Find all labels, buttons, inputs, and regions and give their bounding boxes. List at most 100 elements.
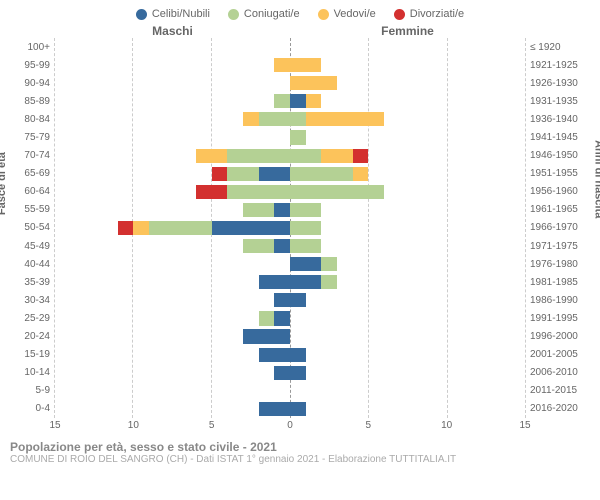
bar-segment <box>243 112 259 126</box>
female-bar <box>290 366 525 380</box>
bar-row <box>55 147 525 165</box>
age-tick: 100+ <box>0 38 50 56</box>
age-tick: 75-79 <box>0 128 50 146</box>
male-bar <box>55 384 290 398</box>
male-bar <box>55 76 290 90</box>
bar-segment <box>259 348 290 362</box>
birth-tick: 1981-1985 <box>530 273 600 291</box>
bar-row <box>55 309 525 327</box>
bar-row <box>55 92 525 110</box>
bar-segment <box>306 112 384 126</box>
bar-segment <box>290 239 321 253</box>
bar-segment <box>274 366 290 380</box>
x-tick: 0 <box>287 420 293 431</box>
bar-segment <box>290 167 353 181</box>
column-headers: Maschi Femmine <box>0 24 600 38</box>
birth-tick: 1991-1995 <box>530 309 600 327</box>
bar-row <box>55 74 525 92</box>
male-bar <box>55 366 290 380</box>
female-bar <box>290 402 525 416</box>
bar-segment <box>290 293 306 307</box>
bar-segment <box>290 275 321 289</box>
male-bar <box>55 329 290 343</box>
bar-segment <box>259 402 290 416</box>
bar-segment <box>290 366 306 380</box>
bar-row <box>55 38 525 56</box>
bar-segment <box>274 311 290 325</box>
age-tick: 50-54 <box>0 219 50 237</box>
bar-segment <box>290 221 321 235</box>
bar-segment <box>321 275 337 289</box>
bar-row <box>55 219 525 237</box>
age-tick: 40-44 <box>0 255 50 273</box>
bar-segment <box>290 130 306 144</box>
legend-item: Vedovi/e <box>318 8 376 20</box>
bar-segment <box>290 185 384 199</box>
bar-segment <box>274 58 290 72</box>
bar-segment <box>274 203 290 217</box>
female-bar <box>290 203 525 217</box>
bar-row <box>55 201 525 219</box>
birth-tick: 2006-2010 <box>530 364 600 382</box>
footer: Popolazione per età, sesso e stato civil… <box>0 434 600 465</box>
bar-segment <box>306 94 322 108</box>
bar-row <box>55 110 525 128</box>
male-bar <box>55 275 290 289</box>
birth-tick: 1921-1925 <box>530 56 600 74</box>
header-male: Maschi <box>55 24 290 38</box>
bar-segment <box>133 221 149 235</box>
bar-segment <box>353 167 369 181</box>
x-tick: 5 <box>209 420 215 431</box>
birth-tick: 1971-1975 <box>530 237 600 255</box>
bar-segment <box>243 203 274 217</box>
legend-label: Celibi/Nubili <box>152 8 210 20</box>
male-bar <box>55 58 290 72</box>
x-tick: 15 <box>519 420 530 431</box>
birth-tick: 1951-1955 <box>530 165 600 183</box>
legend-swatch <box>228 9 239 20</box>
bar-row <box>55 364 525 382</box>
chart-subtitle: COMUNE DI ROIO DEL SANGRO (CH) - Dati IS… <box>10 454 590 465</box>
grid-line <box>525 38 526 418</box>
legend-label: Vedovi/e <box>334 8 376 20</box>
bar-row <box>55 328 525 346</box>
female-bar <box>290 112 525 126</box>
female-bar <box>290 167 525 181</box>
bar-segment <box>227 149 290 163</box>
male-bar <box>55 402 290 416</box>
bar-segment <box>243 239 274 253</box>
birth-tick: 1996-2000 <box>530 328 600 346</box>
birth-tick: 2011-2015 <box>530 382 600 400</box>
header-female: Femmine <box>290 24 525 38</box>
female-bar <box>290 257 525 271</box>
female-bar <box>290 293 525 307</box>
chart-title: Popolazione per età, sesso e stato civil… <box>10 440 590 454</box>
female-bar <box>290 94 525 108</box>
age-tick: 80-84 <box>0 110 50 128</box>
chart-area: Fasce di età Anni di nascita 100+95-9990… <box>0 38 600 418</box>
x-tick: 5 <box>366 420 372 431</box>
bar-segment <box>259 311 275 325</box>
male-bar <box>55 94 290 108</box>
bar-row <box>55 165 525 183</box>
age-tick: 0-4 <box>0 400 50 418</box>
age-tick: 10-14 <box>0 364 50 382</box>
female-bar <box>290 221 525 235</box>
female-bar <box>290 384 525 398</box>
bar-segment <box>149 221 212 235</box>
birth-tick: 2016-2020 <box>530 400 600 418</box>
bar-row <box>55 183 525 201</box>
female-bar <box>290 275 525 289</box>
bar-segment <box>274 94 290 108</box>
bar-segment <box>212 221 290 235</box>
bar-row <box>55 128 525 146</box>
xaxis: 15105051015 <box>0 420 600 434</box>
bar-segment <box>290 257 321 271</box>
legend-label: Coniugati/e <box>244 8 300 20</box>
legend-item: Celibi/Nubili <box>136 8 210 20</box>
birth-tick: ≤ 1920 <box>530 38 600 56</box>
male-bar <box>55 185 290 199</box>
bar-row <box>55 382 525 400</box>
birth-tick: 1961-1965 <box>530 201 600 219</box>
legend-label: Divorziati/e <box>410 8 464 20</box>
